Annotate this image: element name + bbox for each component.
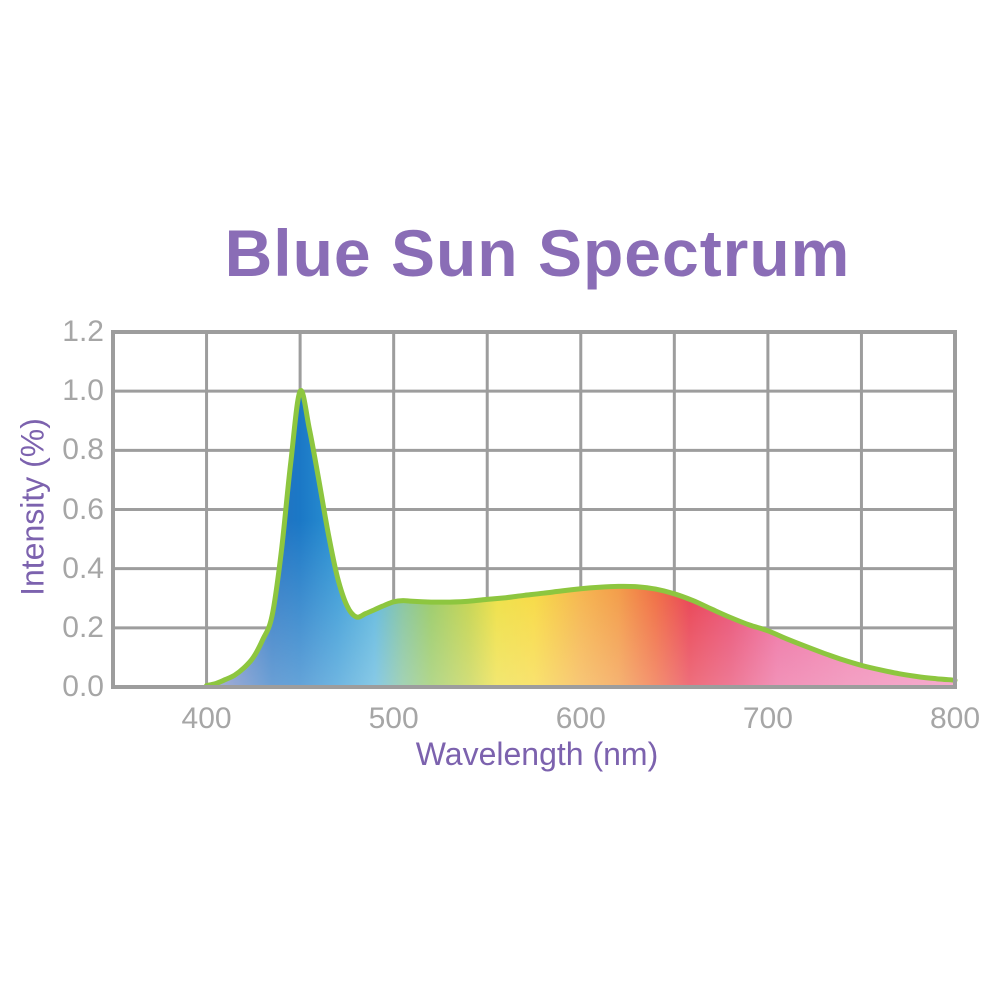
- chart-title: Blue Sun Spectrum: [224, 216, 851, 290]
- x-tick-label-600: 600: [555, 702, 606, 735]
- x-tick-label-400: 400: [181, 702, 232, 735]
- y-tick-label-0.6: 0.6: [62, 492, 104, 526]
- y-axis-title: Intensity (%): [14, 418, 51, 596]
- x-tick-label-500: 500: [368, 702, 419, 735]
- y-tick-label-0.4: 0.4: [62, 551, 104, 585]
- y-tick-label-0.2: 0.2: [62, 610, 104, 644]
- y-tick-label-1.2: 1.2: [62, 315, 104, 348]
- y-tick-label-0.0: 0.0: [62, 670, 104, 703]
- gridlines: [113, 332, 955, 687]
- y-tick-label-1.0: 1.0: [62, 374, 104, 408]
- x-axis-title: Wavelength (nm): [415, 736, 659, 772]
- y-tick-label-0.8: 0.8: [62, 433, 104, 467]
- spectrum-curve-line: [204, 388, 958, 689]
- x-tick-label-700: 700: [742, 702, 793, 735]
- x-tick-label-800: 800: [929, 702, 981, 735]
- plot-border: [111, 330, 957, 689]
